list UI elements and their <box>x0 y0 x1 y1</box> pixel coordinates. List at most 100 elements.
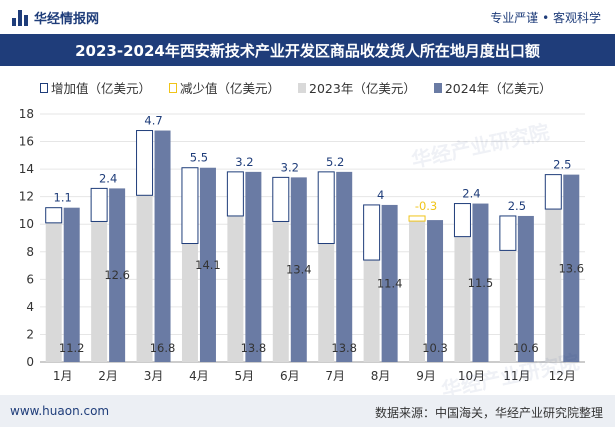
x-tick-label: 6月 <box>280 369 300 383</box>
bar-2024 <box>63 207 80 362</box>
bar-2023 <box>45 222 62 362</box>
value-label-2024: 13.8 <box>241 341 267 355</box>
increase-label: 4.7 <box>144 114 162 128</box>
top-bar: 华经情报网 专业严谨 • 客观科学 <box>0 0 615 34</box>
bar-increase <box>453 203 471 238</box>
bar-2024 <box>517 215 534 362</box>
x-tick-label: 12月 <box>549 369 576 383</box>
y-tick-label: 4 <box>26 300 34 314</box>
bar-chart: 0 2 4 6 8 10 12 14 16 18 1.1 11.2 1月 2.4 12.6 2月 4.7 16.8… <box>19 107 585 383</box>
bar-increase <box>272 176 290 222</box>
bar-chart-icon <box>12 9 28 26</box>
bar-2024 <box>199 167 216 362</box>
bar-2023 <box>363 260 380 362</box>
increase-label: 5.2 <box>326 155 344 169</box>
increase-label: 5.5 <box>190 151 208 165</box>
x-tick-label: 10月 <box>458 369 485 383</box>
increase-label: 2.4 <box>462 187 480 201</box>
x-tick-label: 2月 <box>98 369 118 383</box>
bar-2023 <box>499 250 516 362</box>
x-tick-label: 3月 <box>144 369 164 383</box>
x-tick-label: 5月 <box>235 369 255 383</box>
y-tick-label: 10 <box>19 217 34 231</box>
bar-increase <box>499 215 517 251</box>
legend-item-decrease: 减少值（亿美元） <box>169 78 280 97</box>
bar-decrease <box>408 215 426 222</box>
x-tick-label: 8月 <box>371 369 391 383</box>
increase-label: 3.2 <box>281 160 299 174</box>
bar-2024 <box>290 177 307 362</box>
increase-label: 2.4 <box>99 171 117 185</box>
bar-increase <box>136 130 154 196</box>
y-tick-label: 2 <box>26 327 34 341</box>
increase-label: 2.5 <box>553 158 571 172</box>
legend-swatch-2023 <box>298 82 307 93</box>
y-tick-label: 8 <box>26 245 34 259</box>
bar-2024 <box>336 171 353 362</box>
value-label-2024: 13.6 <box>558 261 584 275</box>
bar-increase <box>181 167 199 245</box>
legend-label-increase: 增加值（亿美元） <box>51 81 152 96</box>
brand-name: 华经情报网 <box>34 12 100 27</box>
x-tick-label: 1月 <box>53 369 73 383</box>
legend-item-2023: 2023年（亿美元） <box>298 78 416 97</box>
value-label-2024: 11.5 <box>468 276 494 290</box>
bar-2024 <box>563 174 580 362</box>
bar-increase <box>363 204 381 261</box>
increase-label: 2.5 <box>508 199 526 213</box>
x-tick-label: 7月 <box>325 369 345 383</box>
value-label-2024: 13.4 <box>286 263 312 277</box>
bar-increase <box>317 171 335 245</box>
decrease-label: -0.3 <box>415 199 437 213</box>
increase-label: 3.2 <box>235 155 253 169</box>
bar-2023 <box>227 215 244 362</box>
x-tick-label: 9月 <box>416 369 436 383</box>
bar-increase <box>90 187 108 222</box>
y-tick-label: 14 <box>19 162 34 176</box>
bar-2024 <box>245 171 262 362</box>
bar-2023 <box>318 243 335 362</box>
legend-item-increase: 增加值（亿美元） <box>40 78 151 97</box>
legend-swatch-2024 <box>433 82 442 93</box>
chart-legend: 增加值（亿美元） 减少值（亿美元） 2023年（亿美元） 2024年（亿美元） <box>40 78 552 97</box>
bar-2023 <box>454 236 471 362</box>
bar-2024 <box>381 204 398 362</box>
value-label-2024: 14.1 <box>195 258 221 272</box>
legend-label-2023: 2023年（亿美元） <box>309 81 416 96</box>
legend-item-2024: 2024年（亿美元） <box>433 78 552 97</box>
bar-2023 <box>181 243 198 362</box>
bar-2024 <box>154 130 171 362</box>
x-tick-label: 11月 <box>503 369 530 383</box>
brand-logo: 华经情报网 <box>12 8 99 27</box>
legend-label-2024: 2024年（亿美元） <box>444 81 552 96</box>
y-tick-label: 0 <box>26 355 34 369</box>
legend-label-decrease: 减少值（亿美元） <box>180 81 281 96</box>
bar-2024 <box>109 188 126 362</box>
bar-increase <box>226 171 244 217</box>
y-tick-label: 18 <box>19 107 34 121</box>
bar-2023 <box>409 215 426 362</box>
bar-2024 <box>427 220 444 362</box>
value-label-2024: 10.3 <box>422 341 448 355</box>
increase-label: 4 <box>377 188 384 202</box>
title-bar: 2023-2024年西安新技术产业开发区商品收发货人所在地月度出口额 <box>0 34 615 66</box>
value-label-2024: 13.8 <box>331 341 357 355</box>
bar-2023 <box>272 221 289 362</box>
legend-swatch-increase <box>40 82 48 93</box>
y-tick-label: 12 <box>19 190 34 204</box>
x-tick-label: 4月 <box>189 369 209 383</box>
increase-label: 1.1 <box>54 191 72 205</box>
y-tick-label: 16 <box>19 135 34 149</box>
bar-2023 <box>545 209 562 362</box>
bar-increase <box>45 207 63 224</box>
chart-title: 2023-2024年西安新技术产业开发区商品收发货人所在地月度出口额 <box>75 42 540 60</box>
value-label-2024: 16.8 <box>150 341 176 355</box>
bar-2023 <box>91 221 108 362</box>
y-tick-label: 6 <box>26 272 34 286</box>
value-label-2024: 10.6 <box>513 341 539 355</box>
bar-increase <box>544 174 562 210</box>
value-label-2024: 11.2 <box>59 341 85 355</box>
value-label-2024: 11.4 <box>377 276 403 290</box>
footer: www.huaon.com 数据来源：中国海关，华经产业研究院整理 <box>0 395 615 427</box>
footer-source: 数据来源：中国海关，华经产业研究院整理 <box>374 406 603 420</box>
